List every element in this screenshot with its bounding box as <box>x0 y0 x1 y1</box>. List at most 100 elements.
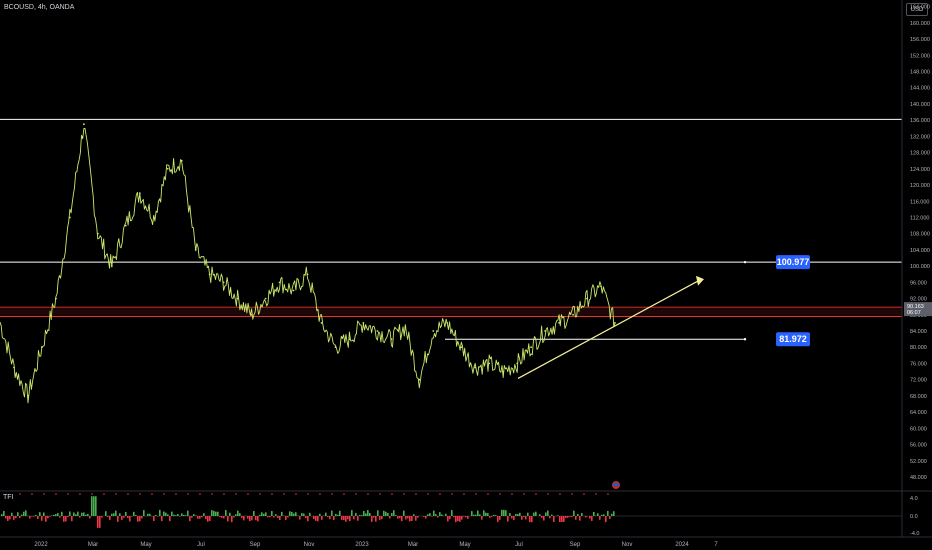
indicator-dot <box>607 493 609 495</box>
indicator-bar <box>451 510 453 516</box>
indicator-bar <box>405 516 407 520</box>
indicator-bar <box>101 516 103 518</box>
indicator-bar <box>225 509 227 516</box>
indicator-bar <box>603 514 605 516</box>
indicator-bar <box>535 511 537 516</box>
indicator-dot <box>247 493 249 495</box>
trendline[interactable] <box>517 275 704 379</box>
price-point <box>180 159 183 162</box>
price-tick-label: 100.000 <box>910 264 930 270</box>
price-point <box>264 297 267 300</box>
indicator-bar <box>611 513 613 516</box>
price-tick-label: 116.000 <box>910 199 929 205</box>
indicator-bar <box>255 516 257 521</box>
indicator-bar <box>87 513 89 516</box>
indicator-bar <box>335 513 337 516</box>
indicator-bar <box>231 516 233 523</box>
indicator-bar <box>493 514 495 516</box>
indicator-dot <box>427 493 429 495</box>
price-tick-label: 136.000 <box>910 118 930 124</box>
indicator-bar <box>259 514 261 516</box>
indicator-bar <box>569 516 571 517</box>
indicator-bar <box>119 513 121 516</box>
indicator-bar <box>499 516 501 520</box>
price-tick-label: 108.000 <box>910 232 930 238</box>
indicator-bar <box>365 513 367 516</box>
indicator-bar <box>533 512 535 516</box>
price-tick-label: 56.000 <box>910 443 927 449</box>
indicator-bar <box>361 515 363 516</box>
indicator-bar <box>585 516 587 518</box>
time-tick-label: Jul <box>197 542 205 548</box>
indicator-bar <box>501 509 503 516</box>
indicator-bar <box>301 513 303 516</box>
indicator-bar <box>63 516 65 522</box>
indicator-bar <box>295 512 297 516</box>
indicator-bar <box>93 496 95 516</box>
indicator-bar <box>589 516 591 519</box>
indicator-bar <box>67 516 69 518</box>
price-point <box>362 322 365 324</box>
indicator-bar <box>487 513 489 516</box>
indicator-bar <box>435 514 437 516</box>
indicator-axis-label: 0.0 <box>910 514 918 520</box>
indicator-dot <box>415 493 417 495</box>
indicator-bar <box>409 516 411 522</box>
zone-fill <box>0 307 902 317</box>
indicator-bar <box>437 516 439 518</box>
price-point <box>530 346 532 349</box>
indicator-bar <box>189 516 191 522</box>
flag-icon-canton <box>613 483 619 486</box>
indicator-bar <box>307 516 309 522</box>
indicator-bar <box>453 516 455 518</box>
indicator-dot <box>391 493 393 495</box>
currency-button[interactable]: USD <box>906 3 928 16</box>
indicator-bar <box>159 509 161 516</box>
indicator-bar <box>473 514 475 516</box>
indicator-bar <box>613 511 615 516</box>
indicator-bar <box>127 516 129 518</box>
price-tick-label: 120.000 <box>910 183 930 189</box>
indicator-bar <box>197 516 199 519</box>
indicator-bar <box>553 516 555 523</box>
price-point <box>586 297 588 300</box>
indicator-bar <box>207 516 209 522</box>
indicator-dot <box>127 493 129 495</box>
indicator-dot <box>595 493 597 495</box>
time-tick-label: 2022 <box>34 542 48 548</box>
indicator-bar <box>113 513 115 516</box>
price-tick-label: 148.000 <box>910 70 930 76</box>
price-point <box>138 192 141 195</box>
price-tick-label: 128.000 <box>910 151 930 157</box>
indicator-bar <box>339 510 341 516</box>
indicator-bar <box>377 510 379 516</box>
price-point <box>306 273 309 276</box>
indicator-bar <box>83 512 85 516</box>
support-zone <box>0 306 902 317</box>
indicator-bar <box>563 516 565 522</box>
indicator-bar <box>49 516 51 517</box>
indicator-bar <box>527 512 529 516</box>
price-point <box>27 395 29 397</box>
level-lines[interactable] <box>0 118 902 341</box>
countdown-value: 06:07 <box>907 310 921 316</box>
indicator-bar <box>9 516 11 520</box>
indicator-bar <box>591 516 593 521</box>
indicator-bar <box>351 510 353 516</box>
indicator-bar <box>29 516 31 519</box>
indicator-bar <box>51 515 53 516</box>
indicator-bar <box>331 510 333 516</box>
indicator-bar <box>495 515 497 516</box>
indicator-bar <box>73 512 75 516</box>
price-point <box>376 330 379 332</box>
price-point <box>292 289 295 292</box>
indicator-bar <box>25 510 27 516</box>
indicator-bar <box>13 516 15 520</box>
indicator-bar <box>309 512 311 516</box>
indicator-bar <box>279 516 281 521</box>
price-point <box>432 330 435 332</box>
indicator-bar <box>179 516 181 517</box>
indicator-bar <box>243 516 245 521</box>
indicator-bar <box>121 516 123 521</box>
